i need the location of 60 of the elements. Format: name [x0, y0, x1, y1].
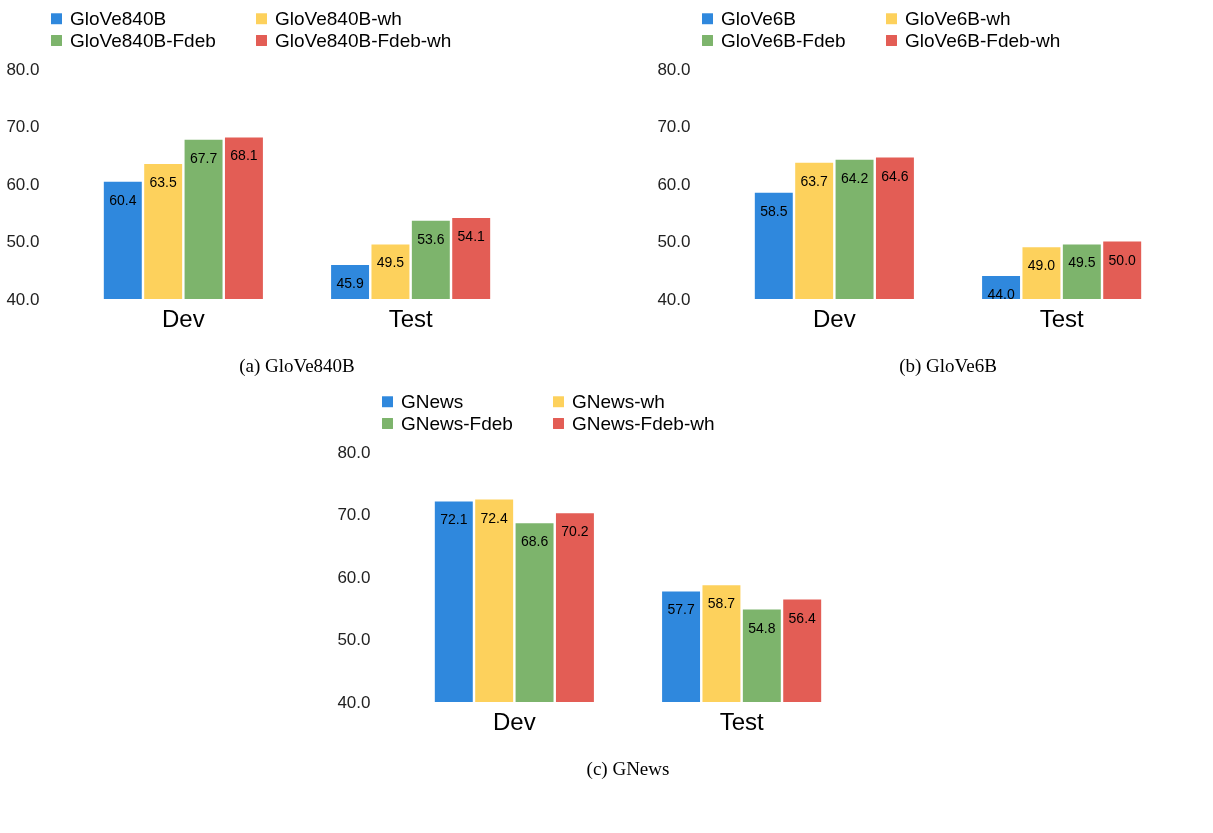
y-tick-label: 60.0: [657, 174, 691, 194]
x-tick-label: Dev: [162, 304, 205, 332]
y-tick-label: 60.0: [336, 567, 370, 587]
legend-label: GloVe840B-wh: [275, 7, 402, 29]
y-tick-label: 80.0: [657, 59, 691, 79]
legend-label: GloVe840B-Fdeb-wh: [275, 29, 452, 51]
data-label: 72.4: [480, 509, 508, 526]
data-label: 54.1: [457, 227, 486, 244]
text: (a) GloVe840B: [239, 355, 355, 377]
data-label: 68.1: [230, 147, 258, 164]
y-tick-label: 40.0: [6, 289, 40, 309]
y-tick-label: 40.0: [336, 692, 370, 712]
legend-label: GNews-Fdeb: [400, 412, 513, 434]
legend-label: GNews-wh: [571, 390, 665, 412]
data-label: 57.7: [666, 601, 695, 618]
legend-label: GloVe6B-wh: [905, 7, 1011, 29]
text: (b) GloVe6B: [899, 355, 997, 377]
data-label: 64.6: [881, 167, 909, 184]
x-tick-label: Test: [719, 707, 764, 735]
data-label: 72.1: [439, 511, 468, 528]
y-tick-label: 50.0: [336, 630, 370, 649]
data-label: 50.0: [1108, 251, 1137, 268]
data-label: 49.5: [1068, 254, 1096, 271]
legend-label: GNews: [400, 390, 463, 412]
data-label: 67.7: [189, 149, 218, 166]
x-tick-label: Dev: [492, 707, 536, 735]
y-tick-label: 50.0: [6, 232, 40, 251]
data-label: 49.5: [376, 254, 405, 271]
data-label: 54.8: [747, 619, 776, 636]
y-tick-label: 70.0: [6, 117, 40, 136]
data-label: 60.4: [109, 191, 137, 208]
legend-label: GNews-Fdeb-wh: [571, 412, 715, 434]
data-label: 63.7: [800, 172, 829, 189]
data-label: 44.0: [987, 286, 1015, 302]
legend-label: GloVe6B-Fdeb-wh: [905, 29, 1061, 51]
text: (c) GNews: [586, 758, 669, 780]
data-label: 58.7: [707, 595, 735, 612]
data-label: 68.6: [520, 533, 548, 550]
data-label: 70.2: [560, 523, 589, 540]
y-tick-label: 70.0: [657, 117, 691, 136]
x-tick-label: Dev: [813, 304, 856, 332]
y-tick-label: 40.0: [657, 289, 691, 309]
y-tick-label: 80.0: [336, 442, 370, 462]
y-tick-label: 80.0: [6, 59, 40, 79]
legend-label: GloVe840B-Fdeb: [70, 29, 216, 51]
legend-label: GloVe840B: [70, 7, 167, 29]
x-tick-label: Test: [388, 304, 433, 332]
data-label: 49.0: [1027, 257, 1056, 274]
data-label: 63.5: [149, 173, 178, 190]
y-tick-label: 70.0: [336, 505, 370, 524]
data-label: 56.4: [788, 609, 816, 626]
x-tick-label: Test: [1039, 304, 1084, 332]
data-label: 45.9: [336, 275, 364, 292]
data-label: 64.2: [840, 169, 869, 186]
data-label: 58.5: [760, 202, 788, 219]
data-label: 53.6: [417, 230, 445, 247]
y-tick-label: 50.0: [657, 232, 691, 251]
y-tick-label: 60.0: [6, 174, 40, 194]
legend-label: GloVe6B-Fdeb: [721, 29, 846, 51]
legend-label: GloVe6B: [721, 7, 796, 29]
